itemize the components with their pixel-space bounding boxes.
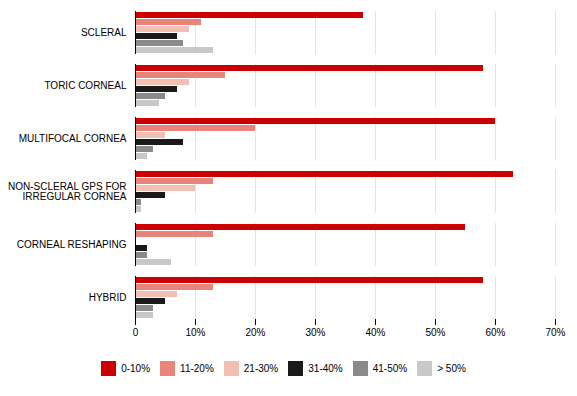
svg-text:10%: 10% [185, 327, 205, 338]
svg-text:60%: 60% [485, 327, 505, 338]
svg-text:50%: 50% [425, 327, 445, 338]
svg-text:NON-SCLERAL GPS FORIRREGULAR C: NON-SCLERAL GPS FORIRREGULAR CORNEA [8, 181, 127, 202]
svg-text:30%: 30% [305, 327, 325, 338]
svg-text:70%: 70% [545, 327, 565, 338]
html-text:31-40%: 31-40% [308, 363, 343, 374]
html-text:21-30%: 21-30% [243, 363, 279, 374]
html-text:0-10%: 0-10% [121, 363, 151, 374]
html-text:41-50%: 41-50% [372, 363, 408, 374]
svg-text:40%: 40% [365, 327, 385, 338]
svg-text:20%: 20% [245, 327, 265, 338]
html-text:> 50%: > 50% [437, 363, 466, 374]
svg-text:CORNEAL RESHAPING: CORNEAL RESHAPING [17, 239, 127, 250]
svg-text:MULTIFOCAL CORNEA: MULTIFOCAL CORNEA [19, 133, 127, 144]
svg-text:HYBRID: HYBRID [89, 292, 127, 303]
svg-text:SCLERAL: SCLERAL [81, 27, 127, 38]
svg-text:0: 0 [133, 327, 139, 338]
svg-text:TORIC CORNEAL: TORIC CORNEAL [44, 80, 126, 91]
html-text:11-20%: 11-20% [180, 363, 214, 374]
